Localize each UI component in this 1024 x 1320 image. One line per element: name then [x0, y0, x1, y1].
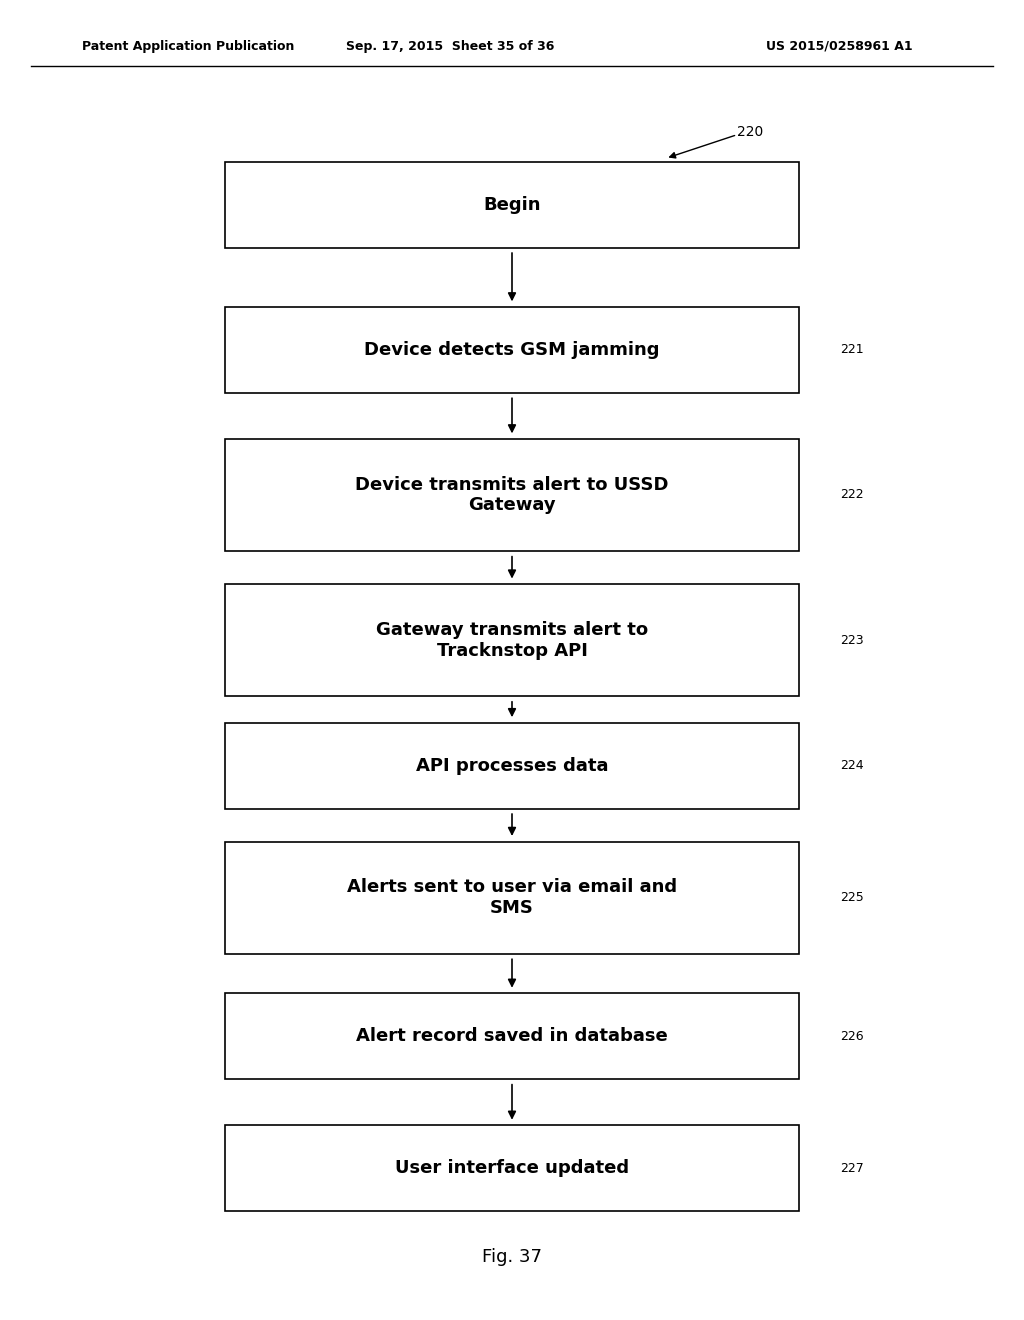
FancyBboxPatch shape [225, 162, 799, 248]
Text: Alert record saved in database: Alert record saved in database [356, 1027, 668, 1045]
Text: Gateway transmits alert to
Tracknstop API: Gateway transmits alert to Tracknstop AP… [376, 620, 648, 660]
Text: Device transmits alert to USSD
Gateway: Device transmits alert to USSD Gateway [355, 475, 669, 515]
Text: 222: 222 [840, 488, 863, 502]
FancyBboxPatch shape [225, 993, 799, 1080]
FancyBboxPatch shape [225, 1125, 799, 1212]
Text: 227: 227 [840, 1162, 863, 1175]
FancyBboxPatch shape [225, 583, 799, 697]
FancyBboxPatch shape [225, 723, 799, 808]
Text: Device detects GSM jamming: Device detects GSM jamming [365, 341, 659, 359]
Text: Fig. 37: Fig. 37 [482, 1247, 542, 1266]
Text: 220: 220 [737, 125, 764, 139]
Text: 223: 223 [840, 634, 863, 647]
FancyBboxPatch shape [225, 842, 799, 953]
Text: Patent Application Publication: Patent Application Publication [82, 40, 294, 53]
Text: 224: 224 [840, 759, 863, 772]
Text: Begin: Begin [483, 195, 541, 214]
Text: API processes data: API processes data [416, 756, 608, 775]
Text: User interface updated: User interface updated [395, 1159, 629, 1177]
Text: 225: 225 [840, 891, 863, 904]
Text: Alerts sent to user via email and
SMS: Alerts sent to user via email and SMS [347, 878, 677, 917]
Text: 226: 226 [840, 1030, 863, 1043]
Text: Sep. 17, 2015  Sheet 35 of 36: Sep. 17, 2015 Sheet 35 of 36 [346, 40, 555, 53]
FancyBboxPatch shape [225, 306, 799, 393]
Text: 221: 221 [840, 343, 863, 356]
Text: US 2015/0258961 A1: US 2015/0258961 A1 [766, 40, 913, 53]
FancyBboxPatch shape [225, 438, 799, 552]
